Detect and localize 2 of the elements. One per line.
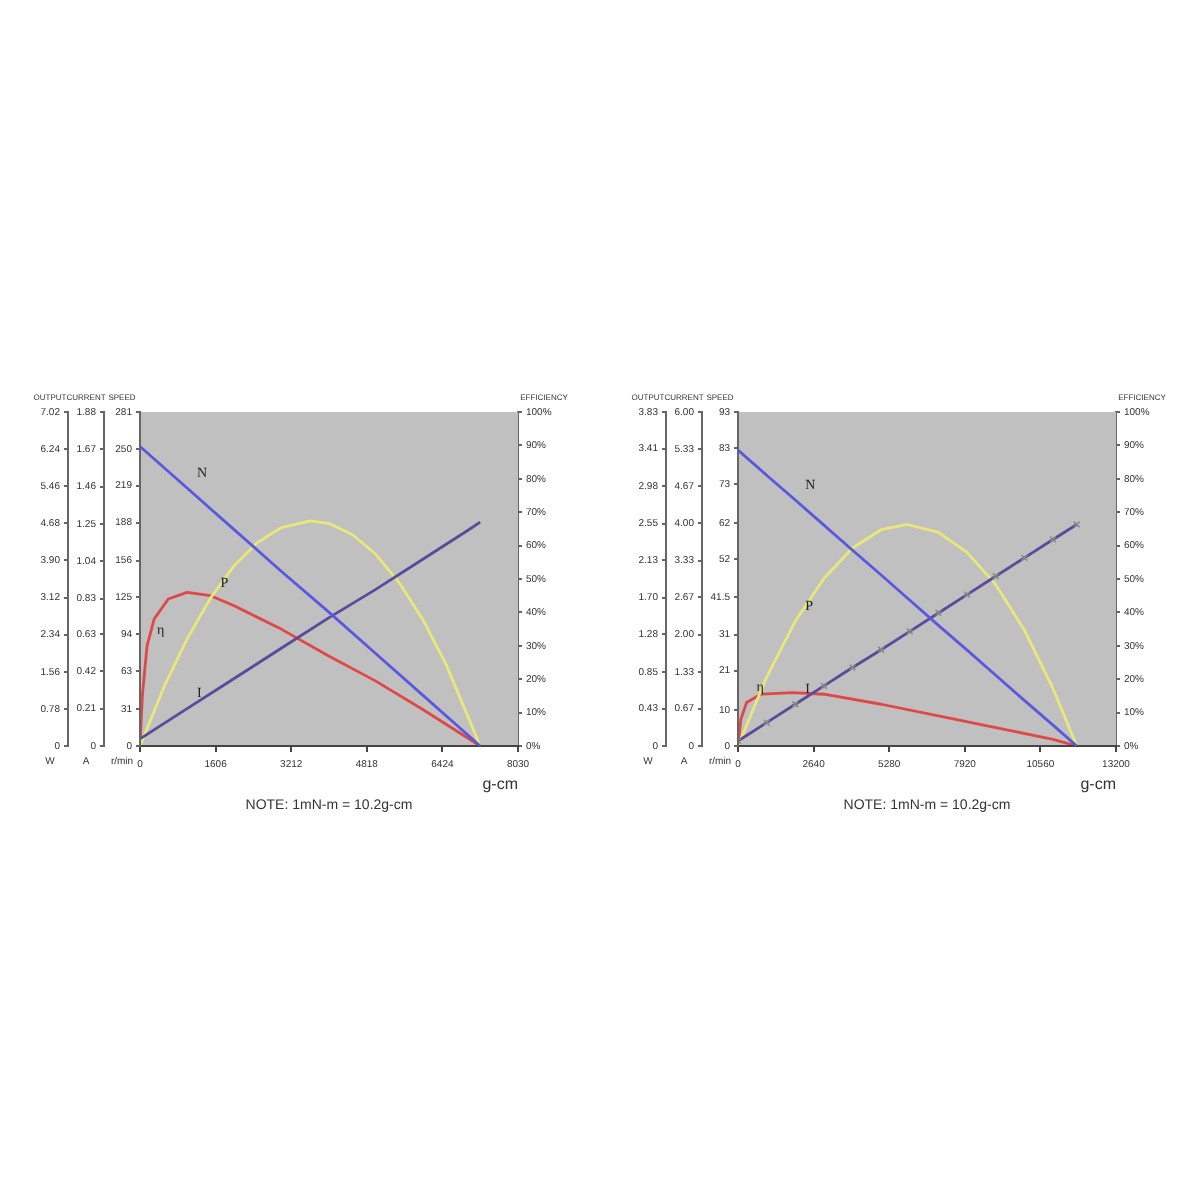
x-axis-title: g-cm <box>482 774 519 793</box>
x-axis-title: g-cm <box>1080 774 1117 793</box>
